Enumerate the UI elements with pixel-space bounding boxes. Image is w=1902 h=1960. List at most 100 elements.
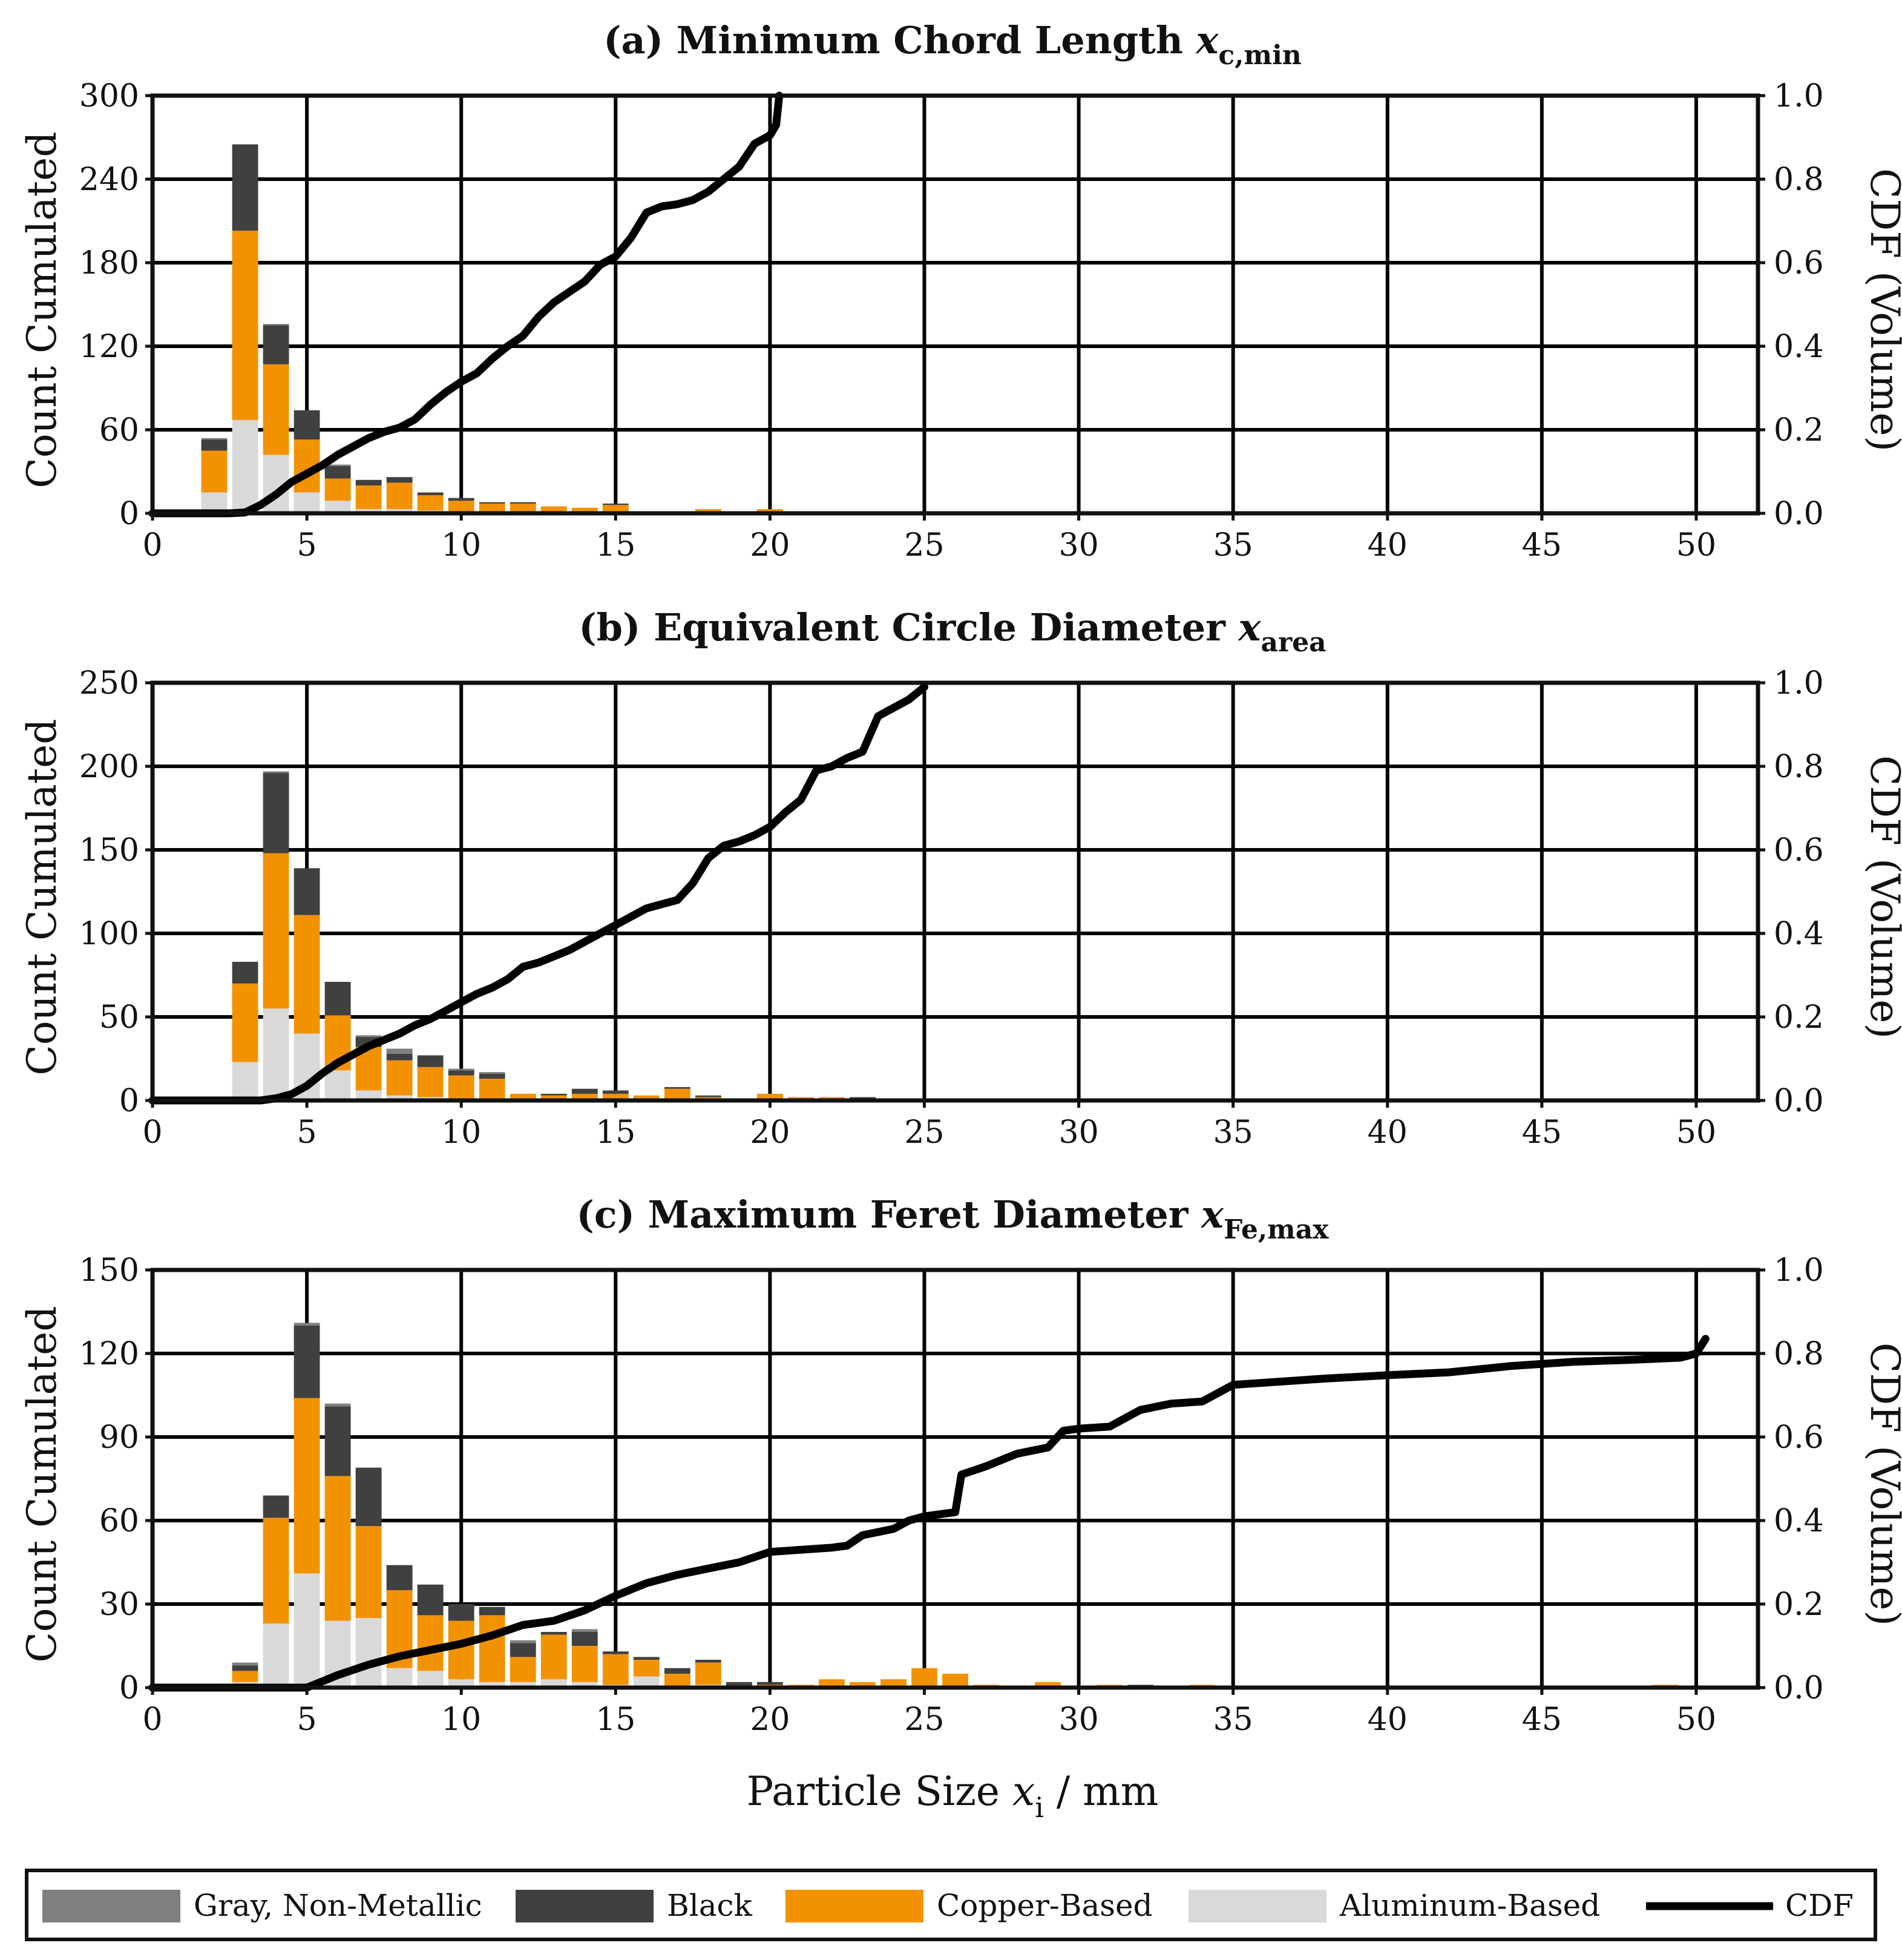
legend-label-aluminum-based: Aluminum-Based [1339, 1888, 1600, 1923]
x-tick-label: 30 [1058, 1702, 1098, 1738]
bar-copper-based [448, 1620, 474, 1680]
bar-black [448, 498, 474, 501]
bar-copper-based [510, 1657, 536, 1682]
panel-a: (a) Minimum Chord Length xc,min Count Cu… [19, 18, 1902, 564]
bar-aluminum-based [324, 501, 351, 513]
bar-copper-based [540, 506, 567, 513]
bar-black [850, 1097, 876, 1099]
bar-copper-based [942, 1674, 968, 1688]
y2-axis-label: CDF (Volume) [1861, 168, 1902, 452]
y-tick-label: 150 [79, 1252, 139, 1289]
legend-frame [25, 1869, 1877, 1941]
bar-copper-based [695, 1662, 721, 1685]
y2-axis-label: CDF (Volume) [1861, 755, 1902, 1039]
bar-copper-based [293, 1398, 320, 1574]
x-tick-label: 5 [297, 1114, 317, 1151]
bar-copper-based [386, 482, 413, 510]
panel-title: (a) Minimum Chord Length xc,min [603, 18, 1302, 71]
legend-label-cdf: CDF [1785, 1888, 1854, 1923]
bar-copper-based [232, 983, 258, 1062]
y2-tick-label: 1.0 [1774, 78, 1824, 114]
bar-aluminum-based [386, 1095, 413, 1100]
bar-aluminum-based [479, 1682, 505, 1688]
bar-black [448, 1070, 474, 1076]
bar-black [417, 1055, 444, 1067]
x-tick-label: 0 [142, 527, 162, 564]
bar-black [293, 410, 320, 440]
bar-copper-based [479, 503, 505, 512]
bar-copper-based [479, 1615, 505, 1682]
legend-swatch-gray-non-metallic [42, 1890, 180, 1922]
y2-tick-label: 0.2 [1774, 999, 1824, 1036]
bar-black [232, 144, 258, 231]
x-tick-label: 20 [750, 1702, 790, 1738]
x-tick-label: 50 [1676, 1114, 1716, 1151]
bar-black [602, 503, 629, 505]
legend-label-gray-non-metallic: Gray, Non-Metallic [194, 1888, 482, 1923]
x-tick-label: 50 [1676, 527, 1716, 564]
bar-black [232, 961, 258, 984]
bar-copper-based [448, 501, 474, 512]
bar-copper-based [850, 1682, 876, 1688]
bar-black [386, 1053, 413, 1061]
x-tick-label: 0 [142, 1114, 162, 1151]
plot-area: 0 5 10 15 20 25 30 35 40 45 50 0 30 60 90 120 150 0.0 0.2 0… [79, 1252, 1824, 1738]
legend-swatch-copper-based [785, 1890, 923, 1922]
bar-copper-based [1035, 1682, 1061, 1688]
bar-copper-based [263, 853, 289, 1009]
y2-tick-label: 0.4 [1774, 916, 1824, 952]
y2-tick-label: 1.0 [1774, 1252, 1824, 1289]
panel-c: (c) Maximum Feret Diameter xFe,max Count… [19, 1192, 1902, 1738]
y2-tick-label: 0.8 [1774, 162, 1824, 198]
bar-copper-based [540, 1634, 567, 1680]
bar-copper-based [293, 915, 320, 1034]
bar-gray-non-metallic [479, 1072, 505, 1074]
bar-gray-non-metallic [201, 438, 228, 440]
bar-copper-based [479, 1079, 505, 1099]
y-tick-label: 60 [99, 412, 139, 449]
bar-black [602, 1090, 629, 1094]
y2-tick-label: 1.0 [1774, 665, 1824, 702]
bar-black [386, 1565, 413, 1590]
x-tick-label: 0 [142, 1702, 162, 1738]
bar-aluminum-based [355, 1618, 382, 1688]
bar-copper-based [417, 1615, 444, 1671]
y-tick-label: 300 [79, 78, 139, 114]
plot-frame [150, 93, 1760, 516]
cdf-line [148, 683, 928, 1105]
x-tick-label: 35 [1213, 1702, 1253, 1738]
bar-copper-based [633, 1660, 660, 1677]
y2-tick-label: 0.4 [1774, 329, 1824, 365]
bar-copper-based [602, 1093, 629, 1100]
bar-gray-non-metallic [293, 1323, 320, 1326]
y-tick-label: 0 [119, 496, 139, 532]
bar-copper-based [911, 1668, 937, 1688]
bar-black [510, 1643, 536, 1657]
x-tick-label: 25 [904, 527, 944, 564]
x-tick-label: 10 [441, 1702, 481, 1738]
y2-axis-label: CDF (Volume) [1861, 1343, 1902, 1626]
bar-copper-based [263, 364, 289, 455]
bar-copper-based [510, 1093, 536, 1100]
bar-gray-non-metallic [386, 1048, 413, 1054]
bar-black [664, 1087, 690, 1089]
bar-copper-based [417, 495, 444, 511]
bar-aluminum-based [633, 1676, 660, 1688]
bar-aluminum-based [293, 492, 320, 513]
bar-copper-based [633, 1095, 660, 1100]
bar-gray-non-metallic [263, 324, 289, 326]
bar-gray-non-metallic [263, 771, 289, 774]
bar-copper-based [664, 1674, 690, 1688]
bar-aluminum-based [232, 1062, 258, 1100]
x-tick-label: 25 [904, 1114, 944, 1151]
y-tick-label: 120 [79, 1336, 139, 1372]
bar-black [232, 1665, 258, 1671]
bar-gray-non-metallic [232, 1662, 258, 1666]
plot-frame [150, 680, 1760, 1103]
bar-aluminum-based [386, 1668, 413, 1688]
panel-b: (b) Equivalent Circle Diameter xarea Cou… [19, 605, 1902, 1151]
bar-black [324, 982, 351, 1016]
y-tick-label: 180 [79, 245, 139, 281]
bar-aluminum-based [510, 1682, 536, 1688]
x-tick-label: 20 [750, 1114, 790, 1151]
